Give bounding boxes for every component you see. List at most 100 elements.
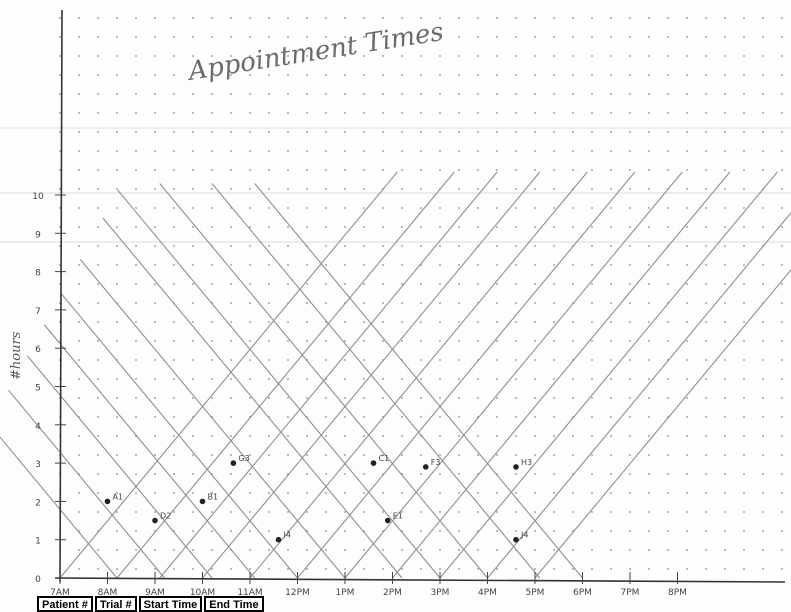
grid-dot (211, 454, 213, 456)
grid-dot (572, 36, 574, 38)
grid-dot (781, 340, 783, 342)
grid-dot (496, 226, 498, 228)
grid-dot (629, 359, 631, 361)
grid-dot (686, 245, 688, 247)
grid-dot (97, 169, 99, 171)
grid-dot (154, 568, 156, 570)
grid-dot (648, 245, 650, 247)
grid-dot (762, 207, 764, 209)
grid-dot (610, 169, 612, 171)
grid-dot (97, 55, 99, 57)
grid-dot (762, 112, 764, 114)
grid-dot (249, 112, 251, 114)
grid-dot (667, 226, 669, 228)
grid-dot (534, 492, 536, 494)
grid-dot (59, 150, 61, 152)
grid-dot (667, 169, 669, 171)
grid-dot (629, 511, 631, 513)
grid-dot (439, 74, 441, 76)
grid-dot (363, 435, 365, 437)
grid-dot (724, 169, 726, 171)
grid-dot (781, 473, 783, 475)
grid-dot (78, 321, 80, 323)
grid-dot (382, 150, 384, 152)
grid-dot (154, 397, 156, 399)
grid-dot (78, 549, 80, 551)
grid-dot (97, 416, 99, 418)
grid-dot (458, 473, 460, 475)
grid-dot (477, 492, 479, 494)
grid-dot (382, 74, 384, 76)
grid-dot (344, 511, 346, 513)
grid-dot (173, 359, 175, 361)
grid-dot (325, 549, 327, 551)
grid-dot (382, 492, 384, 494)
grid-dot (458, 226, 460, 228)
grid-dot (610, 530, 612, 532)
grid-dot (591, 131, 593, 133)
falling-line (102, 217, 403, 579)
grid-dot (249, 511, 251, 513)
grid-dot (116, 264, 118, 266)
grid-dot (306, 169, 308, 171)
dot-grid (59, 17, 783, 570)
grid-dot (496, 568, 498, 570)
grid-dot (135, 150, 137, 152)
grid-dot (515, 378, 517, 380)
grid-dot (496, 93, 498, 95)
grid-dot (363, 74, 365, 76)
grid-dot (363, 340, 365, 342)
grid-dot (648, 397, 650, 399)
grid-dot (230, 340, 232, 342)
grid-dot (534, 340, 536, 342)
grid-dot (724, 207, 726, 209)
grid-dot (648, 492, 650, 494)
grid-dot (116, 435, 118, 437)
grid-dot (230, 359, 232, 361)
grid-dot (743, 283, 745, 285)
grid-dot (439, 131, 441, 133)
grid-dot (534, 36, 536, 38)
grid-dot (192, 283, 194, 285)
grid-dot (211, 283, 213, 285)
grid-dot (287, 112, 289, 114)
grid-dot (515, 188, 517, 190)
grid-dot (762, 74, 764, 76)
grid-dot (173, 245, 175, 247)
grid-dot (705, 74, 707, 76)
grid-dot (382, 435, 384, 437)
x-tick-label: 11AM (237, 588, 262, 598)
grid-dot (515, 359, 517, 361)
grid-dot (458, 17, 460, 19)
grid-dot (192, 74, 194, 76)
grid-dot (553, 150, 555, 152)
grid-dot (743, 131, 745, 133)
data-point (230, 460, 237, 466)
grid-dot (477, 169, 479, 171)
y-tick-label: 7 (35, 307, 41, 317)
grid-dot (306, 454, 308, 456)
grid-dot (249, 473, 251, 475)
grid-dot (268, 321, 270, 323)
grid-dot (686, 473, 688, 475)
grid-dot (78, 340, 80, 342)
grid-dot (591, 93, 593, 95)
grid-dot (287, 93, 289, 95)
grid-dot (249, 131, 251, 133)
rising-line (487, 211, 791, 579)
grid-dot (610, 207, 612, 209)
grid-dot (572, 93, 574, 95)
diagonal-lines (0, 171, 791, 579)
grid-dot (401, 55, 403, 57)
grid-dot (116, 530, 118, 532)
grid-dot (610, 340, 612, 342)
grid-dot (401, 378, 403, 380)
grid-dot (192, 150, 194, 152)
grid-dot (724, 302, 726, 304)
grid-dot (325, 340, 327, 342)
grid-dot (743, 150, 745, 152)
grid-dot (743, 264, 745, 266)
grid-dot (553, 93, 555, 95)
grid-dot (629, 378, 631, 380)
